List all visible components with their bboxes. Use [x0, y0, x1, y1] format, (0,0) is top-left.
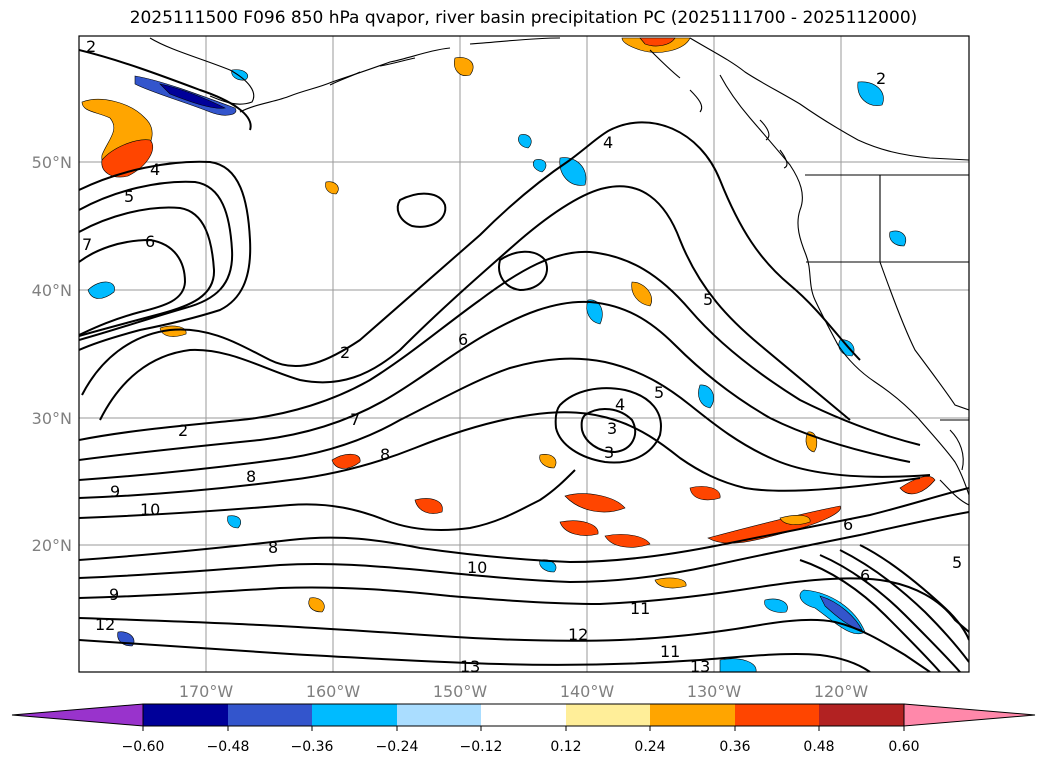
lon-label: 140°W [560, 682, 615, 701]
precip-pc-shading [81, 37, 936, 672]
contour-label: 5 [654, 383, 664, 402]
colorbar-tick-label: −0.60 [122, 739, 165, 755]
colorbar-segment [735, 704, 819, 726]
contour-label: 7 [350, 410, 360, 429]
lat-label: 30°N [32, 409, 72, 428]
contour-label: 5 [124, 187, 134, 206]
colorbar-segment [566, 704, 650, 726]
colorbar-tick-label: 0.36 [719, 739, 750, 755]
lon-label: 160°W [306, 682, 361, 701]
contour-label: 3 [604, 443, 614, 462]
lon-label: 150°W [433, 682, 488, 701]
map-frame [78, 35, 970, 673]
lon-label: 130°W [687, 682, 742, 701]
contour-label: 4 [603, 133, 613, 152]
colorbar-segment [312, 704, 397, 726]
contour-label: 8 [268, 538, 278, 557]
contour-label: 9 [109, 585, 119, 604]
contour-label: 5 [703, 290, 713, 309]
contour-label: 13 [460, 657, 480, 676]
contour-label: 8 [380, 445, 390, 464]
contour-label: 2 [178, 421, 188, 440]
lat-label: 20°N [32, 536, 72, 555]
contour-label: 10 [140, 500, 160, 519]
contour-label: 6 [843, 515, 853, 534]
latitude-labels: 50°N 40°N 30°N 20°N [32, 153, 72, 555]
colorbar-tick-label: −0.36 [291, 739, 334, 755]
lon-label: 170°W [179, 682, 234, 701]
contour-label: 12 [568, 625, 588, 644]
contour-label: 11 [660, 642, 680, 661]
colorbar-segment [650, 704, 735, 726]
contour-label: 2 [340, 343, 350, 362]
lon-label: 120°W [814, 682, 869, 701]
contour-label: 3 [607, 419, 617, 438]
contour-label: 2 [876, 69, 886, 88]
contour-label: 6 [860, 566, 870, 585]
colorbar-segment [228, 704, 312, 726]
contour-label: 2 [86, 37, 96, 56]
colorbar-tick-label: 0.12 [550, 739, 581, 755]
contour-label: 11 [630, 599, 650, 618]
contour-label: 6 [145, 232, 155, 251]
contour-label: 9 [110, 482, 120, 501]
colorbar-segment [397, 704, 481, 726]
colorbar-tick-label: −0.24 [376, 739, 419, 755]
longitude-labels: 170°W 160°W 150°W 140°W 130°W 120°W [179, 682, 869, 701]
lat-label: 40°N [32, 281, 72, 300]
contour-label: 8 [246, 467, 256, 486]
contour-label: 5 [952, 553, 962, 572]
map-title: 2025111500 F096 850 hPa qvapor, river ba… [129, 8, 918, 28]
colorbar-frame [142, 703, 905, 727]
colorbar-tick-label: 0.48 [803, 739, 834, 755]
contour-label-group: 2 2 2 2 4 4 5 5 5 6 6 6 6 7 7 8 8 8 9 9 … [82, 37, 962, 676]
colorbar-extend-low [11, 703, 144, 727]
colorbar-tick-label: −0.48 [207, 739, 250, 755]
contour-label: 10 [467, 558, 487, 577]
contour-label: 13 [690, 657, 710, 676]
contour-label: 4 [150, 160, 160, 179]
colorbar-tick-label: 0.60 [888, 739, 919, 755]
contour-label: 4 [615, 395, 625, 414]
contour-label: 6 [458, 330, 468, 349]
colorbar-extend-high [903, 703, 1036, 727]
contour-label: 12 [95, 615, 115, 634]
colorbar: −0.60 −0.48 −0.36 −0.24 −0.12 0.12 0.24 … [11, 703, 1036, 755]
colorbar-segment [143, 704, 228, 726]
colorbar-segment [819, 704, 904, 726]
qvapor-contours [79, 49, 969, 672]
colorbar-tick-label: 0.24 [634, 739, 665, 755]
lat-label: 50°N [32, 153, 72, 172]
contour-label: 7 [82, 235, 92, 254]
colorbar-segment [481, 704, 566, 726]
colorbar-tick-label: −0.12 [460, 739, 503, 755]
